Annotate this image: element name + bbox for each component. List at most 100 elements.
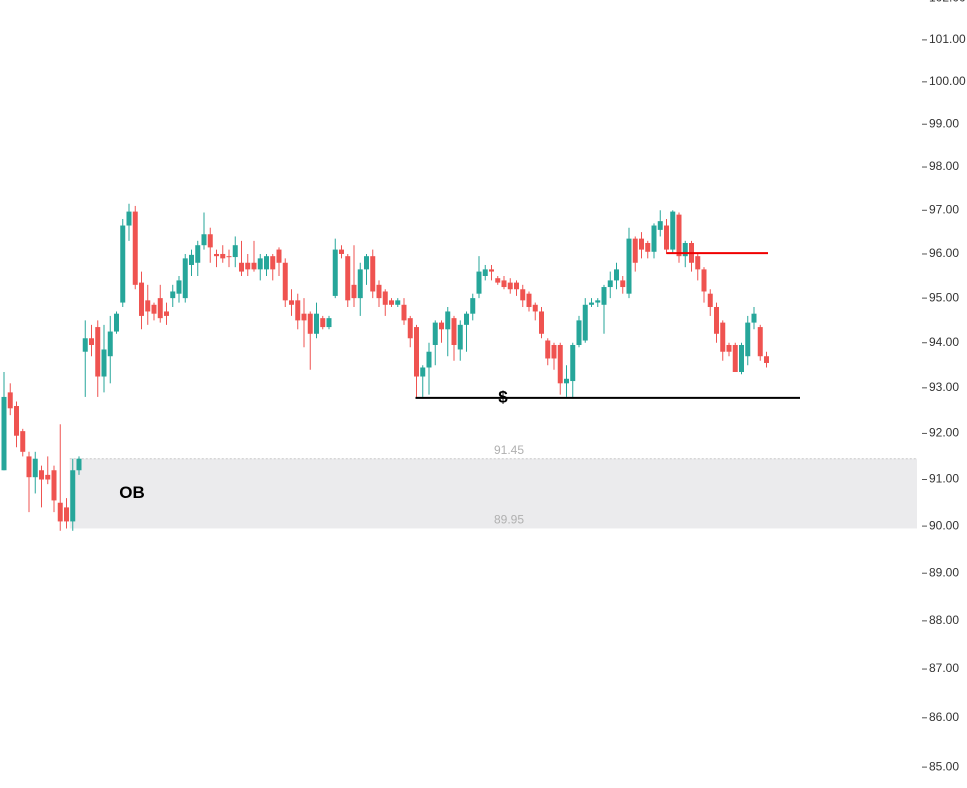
candle-body: [682, 243, 688, 257]
candle-body: [557, 344, 563, 384]
candle-body: [382, 291, 388, 305]
candle-body: [176, 280, 182, 294]
candle-body: [282, 262, 288, 301]
candle-body: [639, 238, 644, 250]
candle-body: [720, 322, 726, 352]
candle-body: [214, 253, 219, 257]
candle-body: [539, 311, 544, 334]
candle-body: [251, 262, 257, 270]
candle-body: [164, 311, 169, 316]
candle-body: [607, 280, 613, 288]
y-tick-label: 93.00: [929, 380, 959, 394]
candle-body: [482, 269, 488, 276]
y-tick-label: 101.00: [929, 32, 966, 46]
y-tick-label: 100.00: [929, 74, 966, 88]
candle-body: [620, 280, 626, 288]
candle-body: [676, 214, 682, 257]
candle-body: [95, 327, 101, 377]
y-tick-label: 85.00: [929, 759, 959, 773]
candle-body: [495, 278, 501, 283]
candle-body: [257, 258, 263, 270]
y-tick-label: 102.00: [929, 0, 966, 5]
candle-body: [395, 300, 401, 305]
candle-body: [582, 304, 588, 341]
candle-body: [764, 356, 769, 363]
candle-body: [626, 238, 632, 294]
zone-top-label: 91.45: [494, 443, 524, 457]
y-tick-label: 97.00: [929, 202, 959, 216]
candle-body: [657, 221, 663, 230]
candle-body: [589, 302, 594, 305]
candle-body: [126, 211, 132, 226]
candle-body: [595, 300, 601, 303]
candle-body: [526, 293, 532, 308]
candle-body: [545, 340, 551, 359]
candle-body: [551, 344, 557, 359]
candle-body: [489, 269, 494, 272]
candle-body: [632, 238, 638, 263]
candle-body: [645, 243, 651, 252]
candle-body: [151, 304, 157, 314]
candle-body: [189, 254, 194, 265]
y-tick-label: 98.00: [929, 159, 959, 173]
candle-body: [20, 431, 26, 452]
candle-body: [289, 300, 294, 305]
candle-body: [70, 470, 76, 522]
y-tick-label: 89.00: [929, 565, 959, 579]
candle-body: [707, 293, 713, 308]
order-block-zone: [69, 458, 917, 529]
candle-body: [389, 300, 394, 305]
y-tick-label: 94.00: [929, 335, 959, 349]
candle-body: [351, 284, 357, 299]
level-label: $: [498, 387, 508, 406]
candle-body: [201, 234, 207, 246]
candle-body: [614, 269, 619, 281]
candle-body: [670, 211, 676, 250]
candle-body: [307, 313, 313, 334]
candle-body: [89, 338, 94, 345]
y-tick-label: 92.00: [929, 426, 959, 440]
candle-body: [207, 234, 213, 248]
candle-body: [1, 396, 7, 471]
candle-body: [695, 256, 701, 270]
candle-body: [270, 256, 276, 270]
candle-body: [220, 253, 226, 259]
y-tick-label: 86.00: [929, 710, 959, 724]
candle-body: [370, 256, 376, 292]
candle-body: [39, 470, 44, 480]
candle-body: [120, 225, 126, 303]
candle-body: [751, 313, 757, 323]
candle-body: [532, 304, 538, 312]
candle-body: [14, 406, 19, 436]
candle-body: [51, 470, 57, 501]
candle-body: [239, 262, 244, 272]
candle-body: [170, 291, 176, 299]
candle-body: [514, 282, 519, 290]
candle-body: [332, 249, 338, 296]
candle-body: [445, 311, 451, 330]
candle-body: [232, 245, 238, 258]
zone-bottom-label: 89.95: [494, 513, 524, 527]
candle-body: [601, 287, 607, 305]
candle-body: [45, 474, 51, 480]
candle-body: [7, 392, 13, 409]
candle-body: [57, 502, 63, 522]
y-tick-label: 88.00: [929, 613, 959, 627]
candle-body: [195, 245, 201, 263]
candle-body: [457, 324, 463, 350]
candle-body: [401, 304, 407, 321]
candle-body: [264, 256, 269, 270]
candle-body: [145, 300, 151, 312]
candle-body: [420, 367, 426, 377]
candle-body: [520, 289, 526, 301]
candle-body: [564, 378, 569, 384]
candle-body: [407, 318, 413, 339]
candle-body: [320, 318, 326, 328]
candle-body: [364, 256, 369, 270]
candle-body: [726, 344, 732, 352]
candle-body: [76, 458, 82, 471]
candle-body: [432, 322, 438, 345]
candle-body: [301, 313, 307, 321]
candle-body: [501, 280, 507, 288]
